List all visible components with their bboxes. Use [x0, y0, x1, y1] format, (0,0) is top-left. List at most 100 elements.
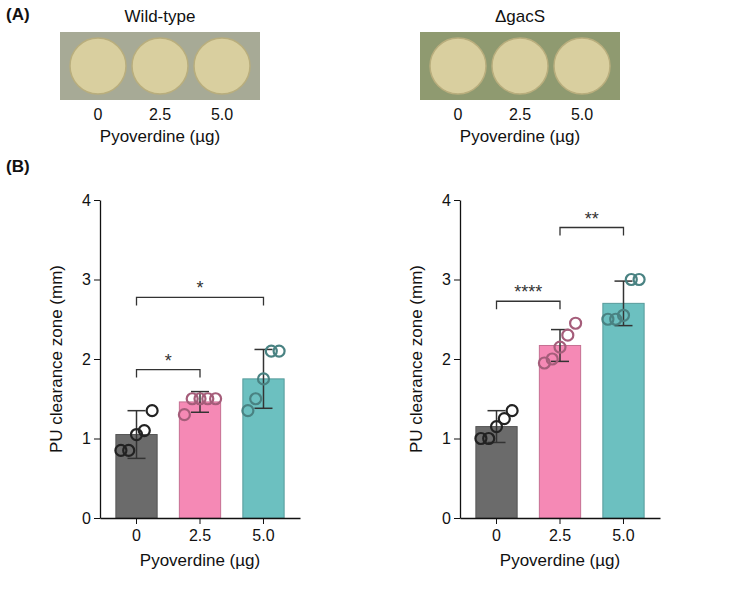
chart: 0 1 2 3 4 0 2.5 5.0 Pyoverdine (µg) PU clearance …: [407, 192, 661, 570]
y-tick-mark: [454, 518, 460, 519]
error-bar-cap: [254, 349, 272, 351]
y-tick-label: 3: [82, 271, 91, 288]
photo-background: [420, 32, 620, 100]
significance-bracket: [137, 297, 264, 305]
error-bar: [551, 330, 569, 362]
y-tick-mark: [454, 200, 460, 201]
y-tick: 4: [442, 192, 460, 209]
x-tick: 0: [492, 518, 501, 544]
error-bar: [614, 281, 632, 326]
significance-bracket: [560, 228, 623, 236]
chart: 0123402.55.0Pyoverdine (µg)PU clearance …: [47, 192, 301, 570]
y-tick: 0: [82, 510, 100, 527]
panel-letter: (A): [6, 5, 30, 24]
colony: [430, 38, 486, 94]
data-point: [123, 445, 134, 456]
photo-background: [60, 32, 260, 100]
x-axis: 0 2.5 5.0: [101, 518, 301, 544]
y-tick-mark: [94, 439, 100, 440]
x-tick-mark: [623, 518, 624, 524]
error-bar: [488, 411, 506, 443]
photo-label: 5.0: [571, 106, 593, 123]
error-bar-cap: [614, 280, 632, 282]
significance-label: *: [165, 351, 172, 371]
colony: [132, 38, 188, 94]
colony: [554, 38, 610, 94]
y-axis: 01234: [82, 192, 100, 527]
data-point: [555, 342, 566, 353]
x-tick-mark: [263, 518, 264, 524]
y-tick-mark: [94, 280, 100, 281]
y-tick-label: 2: [82, 351, 91, 368]
panel-letter: (B): [6, 157, 30, 176]
significance-label: *: [196, 278, 203, 298]
significance-label: ****: [514, 282, 542, 302]
y-tick: 3: [82, 271, 100, 288]
x-tick: 5.0: [612, 518, 634, 544]
y-axis: 0 1 2 3 4: [442, 192, 460, 527]
y-tick: 0: [442, 510, 460, 527]
data-point: [507, 405, 518, 416]
data-point: [147, 405, 158, 416]
y-tick-label: 4: [442, 192, 451, 209]
x-tick-label: 0: [132, 527, 141, 544]
photo-title: ΔgacS: [495, 7, 545, 26]
error-bar-cap: [128, 410, 146, 412]
photo-label: 2.5: [149, 106, 171, 123]
y-tick-mark: [94, 359, 100, 360]
x-tick-label: 5.0: [612, 527, 634, 544]
y-tick-label: 3: [442, 271, 451, 288]
x-tick-label: 0: [492, 527, 501, 544]
data-point: [634, 274, 645, 285]
y-tick: 2: [442, 351, 460, 368]
photo-label: 2.5: [509, 106, 531, 123]
significance-label: **: [585, 209, 599, 229]
data-point: [242, 405, 253, 416]
figure: (A) Wild-type02.55.0Pyoverdine (µg) ΔgacS 0…: [0, 0, 735, 589]
photo: Wild-type02.55.0Pyoverdine (µg): [60, 7, 260, 146]
data-point: [570, 318, 581, 329]
error-bar-stem: [496, 411, 498, 443]
data-point: [274, 346, 285, 357]
x-axis-title: Pyoverdine (µg): [500, 551, 620, 570]
plot-area: [475, 274, 644, 518]
x-tick-mark: [496, 518, 497, 524]
y-axis-line: [460, 201, 461, 519]
y-axis-title: PU clearance zone (mm): [47, 265, 66, 453]
x-tick-mark: [560, 518, 561, 524]
data-point: [562, 330, 573, 341]
error-bar-stem: [623, 281, 625, 326]
y-tick: 1: [82, 430, 100, 447]
data-point: [258, 373, 269, 384]
error-bar-cap: [551, 361, 569, 363]
photo-xlabel: Pyoverdine (µg): [100, 127, 220, 146]
x-axis: 0 2.5 5.0: [461, 518, 661, 544]
x-tick: 5.0: [252, 518, 274, 544]
error-bar: [128, 411, 146, 459]
x-tick: 2.5: [189, 518, 211, 544]
y-axis-title: PU clearance zone (mm): [407, 265, 426, 453]
data-point: [210, 393, 221, 404]
error-bar-stem: [136, 411, 138, 459]
x-tick: 0: [132, 518, 141, 544]
error-bar: [254, 349, 272, 408]
error-bar-cap: [128, 458, 146, 460]
x-tick-label: 2.5: [549, 527, 571, 544]
y-axis-line: [100, 201, 101, 519]
bar: [539, 345, 580, 518]
data-point: [618, 310, 629, 321]
colony: [194, 38, 250, 94]
data-point: [483, 433, 494, 444]
y-tick-mark: [454, 359, 460, 360]
y-tick: 3: [442, 271, 460, 288]
y-tick: 1: [442, 430, 460, 447]
photo: ΔgacS02.55.0Pyoverdine (µg): [420, 7, 620, 146]
error-bar-cap: [191, 412, 209, 414]
y-tick-label: 0: [82, 510, 91, 527]
y-tick-mark: [94, 200, 100, 201]
error-bar-stem: [263, 349, 265, 408]
y-tick: 2: [82, 351, 100, 368]
error-bar-cap: [191, 391, 209, 393]
error-bar: [191, 392, 209, 413]
data-point: [547, 354, 558, 365]
